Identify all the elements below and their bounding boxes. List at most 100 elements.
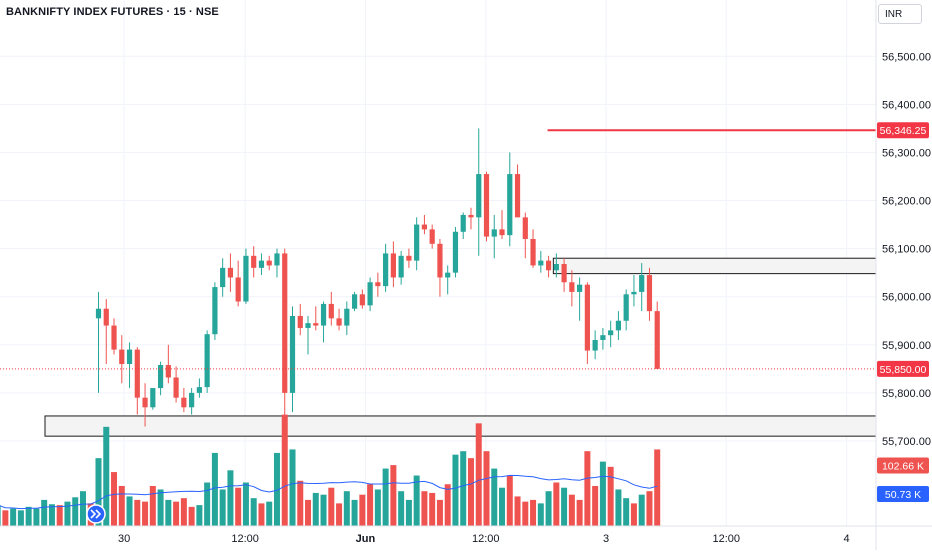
volume-bar: [17, 510, 24, 526]
volume-badge: 102.66 K: [882, 461, 924, 473]
candle-body: [320, 303, 327, 326]
candle-body: [421, 224, 428, 230]
volume-bar: [79, 491, 86, 526]
candle-body: [305, 323, 311, 328]
price-tick-label: 56,100.00: [882, 244, 931, 256]
last-price-badge-bg: [877, 360, 929, 377]
candle-series: [95, 128, 660, 427]
volume-bar: [530, 499, 537, 526]
candle-body: [414, 224, 420, 261]
volume-badge-bg: [877, 457, 929, 474]
time-tick-label: 12:00: [472, 533, 500, 545]
candle-body: [561, 263, 567, 283]
volume-bar: [398, 491, 405, 526]
candle-body: [476, 174, 482, 218]
volume-bar: [607, 466, 614, 526]
candle-body: [243, 255, 249, 302]
candle-body: [507, 174, 513, 236]
candle-body: [367, 282, 373, 306]
candle-body: [483, 174, 490, 237]
price-tick-label: 56,000.00: [882, 292, 931, 304]
candle-body: [452, 231, 459, 273]
volume-bar: [0, 505, 1, 526]
volume-ma-badge-bg: [877, 486, 929, 502]
symbol-title: BANKNIFTY INDEX FUTURES · 15 · NSE: [6, 6, 219, 18]
candle-body: [189, 392, 195, 408]
candle-body: [522, 217, 528, 239]
candle-body: [468, 214, 474, 218]
candle-body: [530, 238, 536, 266]
volume-bar: [475, 423, 482, 526]
candle-body: [429, 229, 435, 244]
candle-body: [359, 294, 365, 306]
candle-body: [119, 349, 125, 365]
volume-bar: [483, 451, 490, 526]
volume-bar: [638, 494, 645, 526]
volume-bar: [452, 454, 459, 526]
candle-body: [615, 320, 622, 331]
volume-bar: [599, 461, 606, 526]
line-price-badge-bg: [877, 122, 929, 139]
double-chevron-icon: [90, 509, 102, 519]
candle-body: [142, 397, 148, 408]
candle-body: [445, 272, 451, 278]
volume-bar: [273, 452, 280, 526]
volume-bar: [157, 489, 164, 526]
volume-bar: [615, 489, 622, 526]
candle-body: [111, 325, 117, 350]
candle-body: [165, 364, 171, 378]
volume-bar: [64, 501, 71, 526]
volume-bar: [266, 501, 273, 526]
volume-bar: [561, 487, 568, 526]
price-tick-label: 56,200.00: [882, 196, 931, 208]
volume-bar: [320, 494, 327, 526]
volume-bar: [204, 482, 211, 526]
volume-bar: [421, 491, 428, 526]
volume-bar: [491, 468, 498, 526]
candle-body: [592, 339, 598, 351]
volume-bar: [584, 451, 591, 526]
volume-bar: [436, 499, 443, 526]
candle-body: [600, 335, 606, 340]
candle-body: [383, 253, 389, 287]
volume-bar: [429, 492, 436, 526]
volume-bar: [25, 506, 32, 526]
candle-body: [646, 275, 653, 312]
currency-button[interactable]: INR: [878, 4, 922, 24]
candle-body: [390, 253, 396, 278]
candle-body: [289, 315, 296, 393]
volume-bar: [592, 485, 599, 526]
candle-body: [134, 349, 140, 398]
candle-body: [220, 267, 226, 288]
volume-bar: [499, 487, 506, 526]
candle-body: [351, 294, 358, 309]
candle-body: [282, 253, 288, 393]
candle-body: [157, 364, 164, 389]
volume-bar: [95, 458, 102, 526]
volume-bar: [227, 470, 234, 526]
candle-body: [150, 388, 156, 408]
volume-bar: [2, 510, 9, 526]
candle-body: [181, 397, 187, 408]
volume-bar: [514, 496, 521, 526]
volume-bar: [654, 449, 661, 526]
zone-rectangle: [552, 257, 877, 275]
candle-body: [639, 275, 645, 292]
candle-body: [212, 287, 218, 335]
volume-bar: [126, 496, 133, 526]
volume-bar: [118, 485, 125, 526]
candle-body: [584, 284, 590, 351]
time-tick-label: Jun: [356, 533, 376, 545]
volume-bar: [235, 487, 242, 526]
volume-bar: [196, 505, 203, 526]
time-tick-label: 3: [603, 533, 609, 545]
volume-bar: [336, 503, 343, 526]
volume-bar: [111, 472, 118, 526]
candle-body: [274, 253, 280, 266]
volume-bar: [305, 499, 312, 526]
price-tick-label: 55,700.00: [882, 436, 931, 448]
candle-body: [375, 282, 381, 287]
volume-bar: [10, 508, 17, 526]
